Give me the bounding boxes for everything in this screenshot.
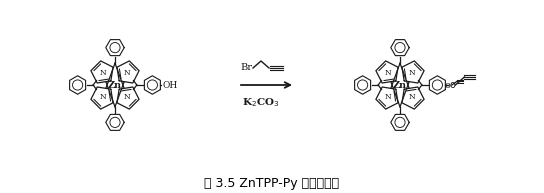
Text: Br: Br [240, 63, 252, 73]
Text: N: N [99, 69, 106, 77]
Text: N: N [409, 69, 416, 77]
Text: N: N [384, 69, 391, 77]
Text: 图 3.5 ZnTPP-Py 的合成路线: 图 3.5 ZnTPP-Py 的合成路线 [205, 177, 339, 190]
Text: Zn: Zn [108, 80, 122, 90]
Text: N: N [124, 69, 131, 77]
Text: o: o [449, 80, 455, 90]
Text: K$_2$CO$_3$: K$_2$CO$_3$ [242, 97, 280, 109]
Text: N: N [99, 93, 106, 102]
Text: Zn: Zn [393, 80, 407, 90]
Text: N: N [124, 93, 131, 102]
Text: o: o [445, 80, 451, 90]
Text: N: N [409, 93, 416, 102]
Text: OH: OH [162, 80, 177, 90]
Text: N: N [384, 93, 391, 102]
